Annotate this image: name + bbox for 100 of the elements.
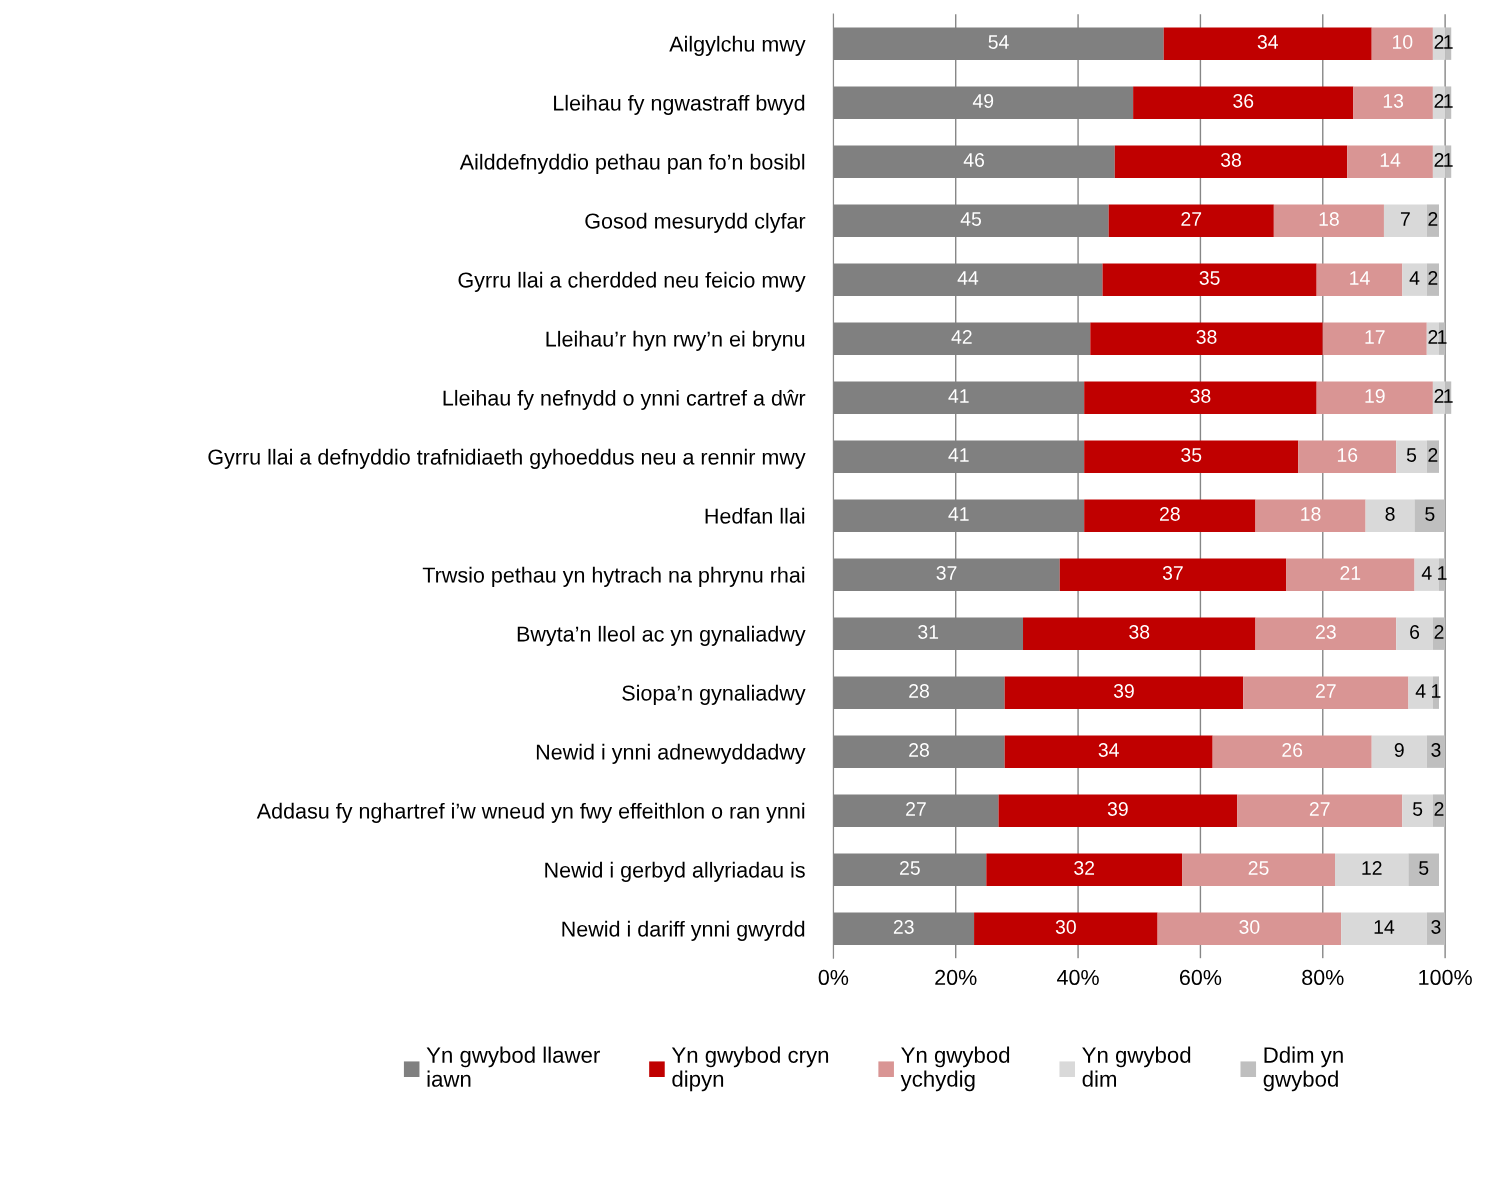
data-label: 2 (1428, 448, 1438, 462)
x-tick-label: 20% (935, 969, 977, 986)
y-tick-label: Newid i ynni adnewyddadwy (536, 743, 806, 764)
data-label: 31 (918, 625, 939, 639)
data-label: 2 (1434, 625, 1444, 639)
bar (1402, 263, 1427, 296)
data-label: 42 (951, 330, 972, 344)
data-label: 46 (963, 153, 985, 167)
bar (1426, 735, 1446, 768)
data-label: 16 (1337, 448, 1358, 462)
x-tick-label: 0% (818, 969, 849, 986)
data-label: 2 (1434, 94, 1444, 108)
data-label: 27 (1181, 212, 1202, 226)
bar (1090, 322, 1323, 355)
bar (998, 794, 1238, 827)
data-label: 35 (1181, 448, 1202, 462)
data-label: 25 (900, 861, 920, 875)
bar (1114, 145, 1348, 178)
data-label: 3 (1431, 920, 1441, 934)
data-label: 41 (948, 389, 969, 403)
data-label: 2 (1428, 330, 1438, 344)
data-label: 32 (1074, 861, 1095, 875)
y-tick-label: Bwyta’n lleol ac yn gynaliadwy (517, 625, 806, 646)
bar (1353, 86, 1433, 119)
bar (1255, 499, 1366, 532)
bar (1004, 735, 1213, 768)
y-tick-label: Lleihau fy ngwastraff bwyd (554, 94, 805, 115)
y-tick-label: Ailddefnyddio pethau pan fo’n bosibl (459, 153, 805, 174)
y-tick-label: Lleihau fy nefnydd o ynni cartref a dŵr (443, 389, 806, 410)
legend-label: Yn gwybod ychydig (900, 1046, 1010, 1092)
legend-label: Yn gwybod llawer iawn (426, 1046, 600, 1087)
x-tick-label: 40% (1057, 969, 1099, 986)
data-label: 27 (906, 802, 926, 816)
data-label: 3 (1431, 743, 1441, 757)
data-label: 2 (1434, 389, 1444, 403)
bar (1163, 27, 1372, 60)
data-label: 28 (909, 684, 929, 698)
data-label: 35 (1199, 271, 1220, 285)
data-label: 17 (1365, 330, 1385, 344)
bar (1108, 204, 1274, 237)
data-label: 2 (1428, 271, 1438, 285)
bar (1335, 853, 1409, 886)
y-tick-label: Newid i dariff ynni gwyrdd (562, 920, 805, 941)
y-tick-label: Newid i gerbyd allyriadau is (545, 861, 805, 882)
data-label: 49 (972, 94, 994, 108)
data-label: 13 (1383, 94, 1404, 108)
bar (1316, 263, 1403, 296)
data-label: 23 (1316, 625, 1336, 639)
data-label: 37 (1162, 566, 1183, 580)
bar (1286, 558, 1415, 591)
data-label: 14 (1380, 153, 1401, 167)
data-label: 54 (988, 35, 1009, 49)
y-tick-label: Gyrru llai a cherdded neu feicio mwy (458, 271, 806, 292)
bar (1414, 499, 1446, 532)
data-label: 30 (1055, 920, 1076, 934)
bar (1383, 204, 1427, 237)
data-label: 34 (1257, 35, 1278, 49)
data-label: 5 (1406, 448, 1417, 462)
y-tick-label: Gyrru llai a defnyddio trafnidiaeth gyhoeddus neu a rennir mwy (208, 448, 806, 469)
data-label: 1 (1432, 684, 1441, 698)
bar (974, 912, 1158, 945)
data-label: 2 (1434, 35, 1444, 49)
y-tick-label: Siopa’n gynaliadwy (622, 684, 806, 705)
bar (1084, 440, 1299, 473)
bar (1084, 499, 1256, 532)
bar (1273, 204, 1384, 237)
bar (1298, 440, 1397, 473)
data-label: 5 (1425, 507, 1435, 521)
data-label: 23 (893, 920, 914, 934)
data-label: 4 (1421, 566, 1432, 580)
bar (1341, 912, 1427, 945)
legend-label: Yn gwybod dim (1082, 1046, 1191, 1087)
y-tick-label: Addasu fy nghartref i’w wneud yn fwy effeithlon o ran ynni (256, 802, 805, 823)
data-label: 10 (1392, 35, 1413, 49)
data-label: 4 (1409, 271, 1420, 285)
bar (1322, 322, 1427, 355)
bar (1316, 381, 1433, 414)
data-label: 38 (1196, 330, 1217, 344)
data-label: 38 (1190, 389, 1211, 403)
data-label: 1 (1444, 153, 1453, 167)
data-label: 2 (1434, 802, 1444, 816)
legend-label: Yn gwybod cryn dipyn (671, 1046, 829, 1092)
bar (1237, 794, 1403, 827)
data-label: 18 (1319, 212, 1339, 226)
data-label: 1 (1438, 566, 1447, 580)
data-label: 21 (1340, 566, 1361, 580)
bar (1102, 263, 1317, 296)
data-label: 6 (1410, 625, 1420, 639)
data-label: 41 (948, 507, 969, 521)
y-tick-label: Hedfan llai (705, 507, 805, 524)
data-label: 1 (1438, 330, 1447, 344)
x-tick-label: 80% (1302, 969, 1344, 986)
data-label: 44 (957, 271, 979, 285)
data-label: 30 (1239, 920, 1260, 934)
data-label: 1 (1444, 35, 1453, 49)
y-tick-label: Ailgylchu mwy (669, 35, 806, 56)
data-label: 9 (1394, 743, 1404, 757)
bar (1408, 853, 1440, 886)
data-label: 26 (1282, 743, 1303, 757)
y-tick-label: Lleihau’r hyn rwy’n ei brynu (546, 330, 805, 351)
